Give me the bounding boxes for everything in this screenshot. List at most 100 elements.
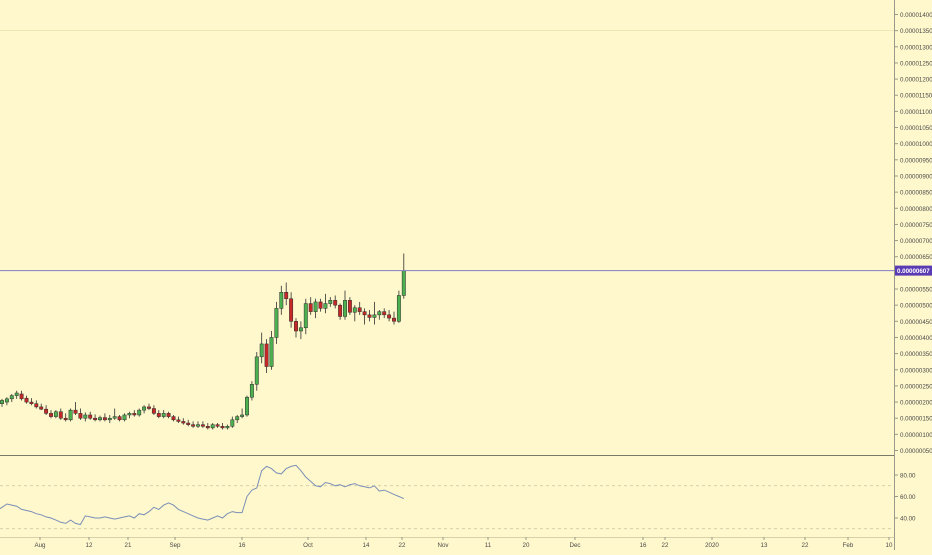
candle[interactable]	[333, 295, 338, 309]
candle[interactable]	[137, 408, 142, 417]
candle[interactable]	[122, 413, 127, 422]
candle[interactable]	[210, 423, 215, 430]
candle[interactable]	[396, 290, 401, 323]
candle[interactable]	[367, 310, 372, 322]
price-tick-label: 0.00001050	[900, 125, 932, 132]
candle[interactable]	[166, 411, 171, 419]
candle[interactable]	[298, 321, 303, 340]
candle[interactable]	[240, 408, 245, 419]
candle[interactable]	[343, 290, 347, 320]
candle[interactable]	[362, 308, 367, 325]
candle[interactable]	[83, 412, 88, 422]
candle[interactable]	[147, 403, 151, 411]
candle-body	[372, 314, 377, 318]
candle-body	[289, 298, 294, 322]
candle[interactable]	[132, 410, 137, 417]
candle[interactable]	[53, 410, 58, 419]
candle[interactable]	[19, 390, 24, 401]
candle[interactable]	[127, 411, 132, 419]
candle[interactable]	[186, 419, 191, 427]
candle[interactable]	[308, 297, 313, 315]
candle[interactable]	[225, 424, 230, 430]
candle[interactable]	[58, 408, 63, 420]
candle[interactable]	[279, 285, 284, 315]
candle[interactable]	[44, 405, 49, 415]
candle[interactable]	[274, 301, 279, 344]
candle[interactable]	[357, 301, 362, 315]
candle[interactable]	[382, 308, 387, 319]
candle[interactable]	[215, 423, 220, 428]
candle[interactable]	[88, 411, 93, 420]
candle[interactable]	[68, 408, 73, 422]
candle[interactable]	[142, 405, 147, 414]
candle[interactable]	[289, 292, 294, 328]
candle[interactable]	[0, 398, 4, 407]
candle-body	[88, 414, 93, 419]
candle[interactable]	[171, 414, 176, 422]
candle[interactable]	[117, 414, 122, 422]
candle[interactable]	[156, 410, 161, 419]
candle[interactable]	[269, 331, 274, 370]
candle[interactable]	[249, 381, 254, 401]
candle[interactable]	[151, 405, 156, 415]
candle[interactable]	[235, 414, 240, 424]
candle-body	[308, 303, 313, 312]
candle[interactable]	[107, 414, 112, 424]
candle[interactable]	[102, 413, 107, 422]
candle[interactable]	[264, 339, 269, 373]
candle[interactable]	[245, 395, 249, 417]
candle[interactable]	[39, 403, 44, 411]
candle[interactable]	[284, 282, 289, 306]
candle[interactable]	[205, 423, 210, 430]
candle[interactable]	[387, 310, 392, 322]
price-tick-label: 0.00001000	[900, 141, 932, 148]
candle[interactable]	[230, 416, 235, 428]
candle[interactable]	[318, 298, 323, 312]
candle[interactable]	[34, 400, 39, 409]
candle[interactable]	[112, 408, 117, 420]
price-tick-label: 0.00000250	[900, 383, 932, 390]
oscillator-pane[interactable]	[0, 464, 894, 530]
candle[interactable]	[78, 408, 83, 420]
oscillator-line[interactable]	[0, 464, 404, 526]
candle[interactable]	[176, 416, 181, 424]
candle[interactable]	[323, 293, 328, 314]
candle[interactable]	[73, 402, 78, 415]
candle[interactable]	[29, 398, 34, 406]
candle[interactable]	[259, 332, 264, 364]
candle[interactable]	[313, 298, 318, 319]
candle-body	[9, 395, 14, 400]
candle-body	[147, 406, 151, 409]
candle[interactable]	[200, 421, 205, 428]
candle[interactable]	[372, 301, 377, 325]
candle[interactable]	[303, 298, 308, 335]
candle[interactable]	[191, 421, 196, 428]
candle[interactable]	[347, 297, 352, 315]
candle[interactable]	[161, 410, 166, 419]
candle[interactable]	[254, 351, 259, 391]
candle[interactable]	[377, 310, 382, 320]
candle[interactable]	[392, 311, 396, 325]
price-pane[interactable]	[0, 30, 894, 430]
time-tick-label: Dec	[569, 542, 580, 549]
candle-body	[343, 300, 347, 317]
candle[interactable]	[294, 318, 298, 338]
candle-body	[367, 314, 372, 318]
candle[interactable]	[49, 410, 53, 419]
candle[interactable]	[93, 414, 98, 422]
candle[interactable]	[196, 421, 200, 428]
candle[interactable]	[220, 423, 225, 430]
candle[interactable]	[352, 305, 357, 322]
time-tick-label: 14	[363, 542, 370, 549]
candle[interactable]	[181, 418, 186, 425]
candle[interactable]	[98, 415, 102, 422]
candle[interactable]	[338, 303, 343, 320]
candle[interactable]	[9, 393, 14, 403]
candle[interactable]	[14, 390, 19, 399]
candle-body	[93, 417, 98, 421]
candle[interactable]	[328, 297, 333, 307]
candle[interactable]	[63, 413, 68, 422]
candle[interactable]	[24, 395, 29, 404]
candle[interactable]	[4, 397, 9, 406]
